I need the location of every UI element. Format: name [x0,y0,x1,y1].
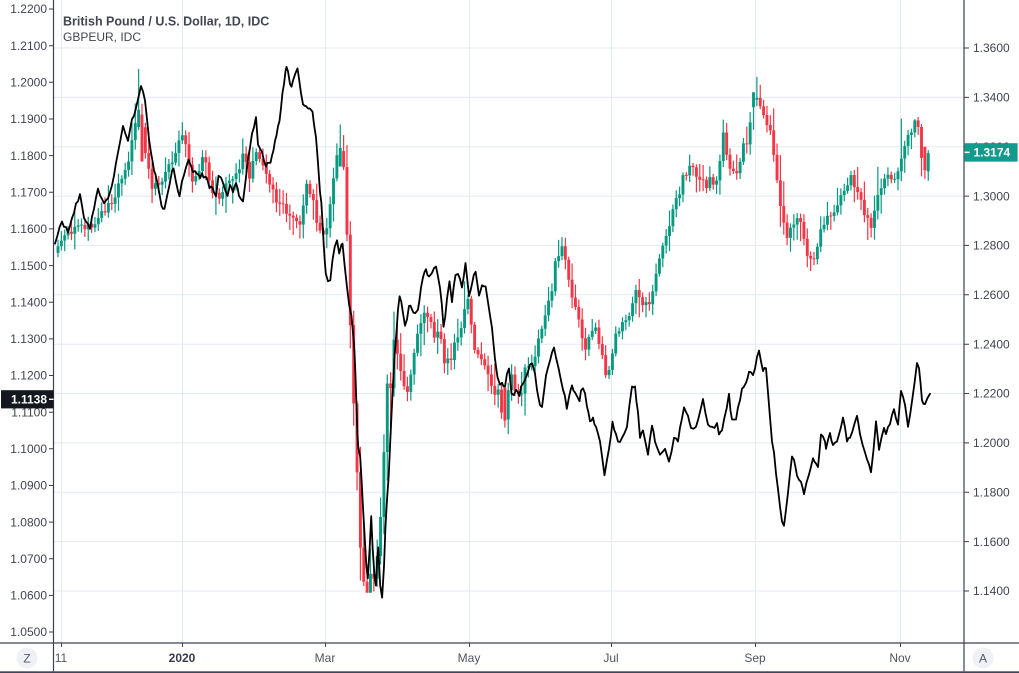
svg-text:1.0500: 1.0500 [10,625,47,639]
svg-text:1.1800: 1.1800 [973,485,1010,499]
svg-text:1.3000: 1.3000 [973,189,1010,203]
svg-text:1.1900: 1.1900 [10,112,47,126]
svg-text:GBPEUR, IDC: GBPEUR, IDC [63,30,141,44]
svg-text:1.1500: 1.1500 [10,259,47,273]
svg-text:Mar: Mar [315,651,336,665]
svg-text:1.2400: 1.2400 [973,337,1010,351]
svg-text:1.0600: 1.0600 [10,589,47,603]
svg-text:Nov: Nov [889,651,910,665]
svg-text:1.0900: 1.0900 [10,479,47,493]
svg-text:1.2000: 1.2000 [973,436,1010,450]
svg-text:1.2000: 1.2000 [10,76,47,90]
svg-text:1.1100: 1.1100 [11,405,47,419]
svg-text:1.3400: 1.3400 [973,91,1010,105]
svg-text:Jul: Jul [603,651,618,665]
svg-text:1.3174: 1.3174 [974,146,1011,160]
svg-text:1.1400: 1.1400 [10,295,47,309]
svg-text:11: 11 [55,651,68,665]
svg-text:1.2800: 1.2800 [973,239,1010,253]
svg-text:A: A [979,651,987,665]
svg-text:2020: 2020 [169,651,196,665]
svg-text:1.0800: 1.0800 [10,515,47,529]
svg-text:1.1200: 1.1200 [10,369,47,383]
svg-text:British Pound / U.S. Dollar, 1: British Pound / U.S. Dollar, 1D, IDC [63,15,269,29]
svg-text:1.1300: 1.1300 [10,332,47,346]
svg-text:Z: Z [23,651,30,665]
svg-text:1.1600: 1.1600 [10,222,47,236]
svg-text:1.0700: 1.0700 [10,552,47,566]
svg-text:1.2200: 1.2200 [10,2,47,16]
svg-text:1.2200: 1.2200 [973,387,1010,401]
svg-text:1.1000: 1.1000 [10,442,47,456]
svg-text:1.1400: 1.1400 [973,584,1010,598]
svg-text:May: May [458,651,481,665]
svg-text:1.2100: 1.2100 [10,39,47,53]
svg-text:1.1600: 1.1600 [973,535,1010,549]
svg-text:1.1138: 1.1138 [11,392,47,406]
svg-text:Sep: Sep [744,651,766,665]
svg-text:1.1800: 1.1800 [10,149,47,163]
svg-text:1.2600: 1.2600 [973,288,1010,302]
svg-text:1.3600: 1.3600 [973,41,1010,55]
svg-text:1.1700: 1.1700 [10,186,47,200]
